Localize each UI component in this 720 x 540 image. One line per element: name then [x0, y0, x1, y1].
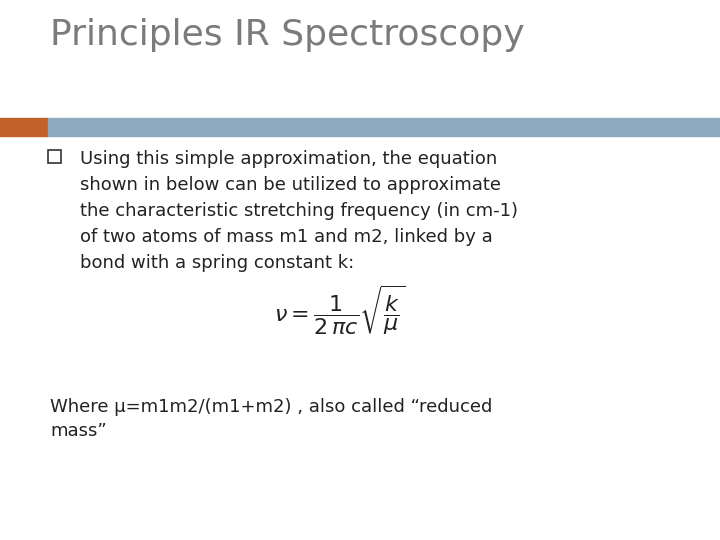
Text: mass”: mass”	[50, 422, 107, 440]
Bar	[0, 118, 48, 136]
Text: $\mathit{\nu}=\dfrac{1}{2\,\pi c}\sqrt{\dfrac{k}{\mu}}$: $\mathit{\nu}=\dfrac{1}{2\,\pi c}\sqrt{\…	[274, 284, 405, 336]
Text: of two atoms of mass m1 and m2, linked by a: of two atoms of mass m1 and m2, linked b…	[80, 228, 492, 246]
Text: Principles IR Spectroscopy: Principles IR Spectroscopy	[50, 18, 525, 52]
FancyBboxPatch shape	[48, 150, 61, 163]
Text: bond with a spring constant k:: bond with a spring constant k:	[80, 254, 354, 272]
Text: Where μ=m1m2/(m1+m2) , also called “reduced: Where μ=m1m2/(m1+m2) , also called “redu…	[50, 398, 492, 416]
Text: Using this simple approximation, the equation: Using this simple approximation, the equ…	[80, 150, 498, 168]
Text: the characteristic stretching frequency (in cm-1): the characteristic stretching frequency …	[80, 202, 518, 220]
Text: shown in below can be utilized to approximate: shown in below can be utilized to approx…	[80, 176, 501, 194]
Bar	[48, 118, 720, 136]
